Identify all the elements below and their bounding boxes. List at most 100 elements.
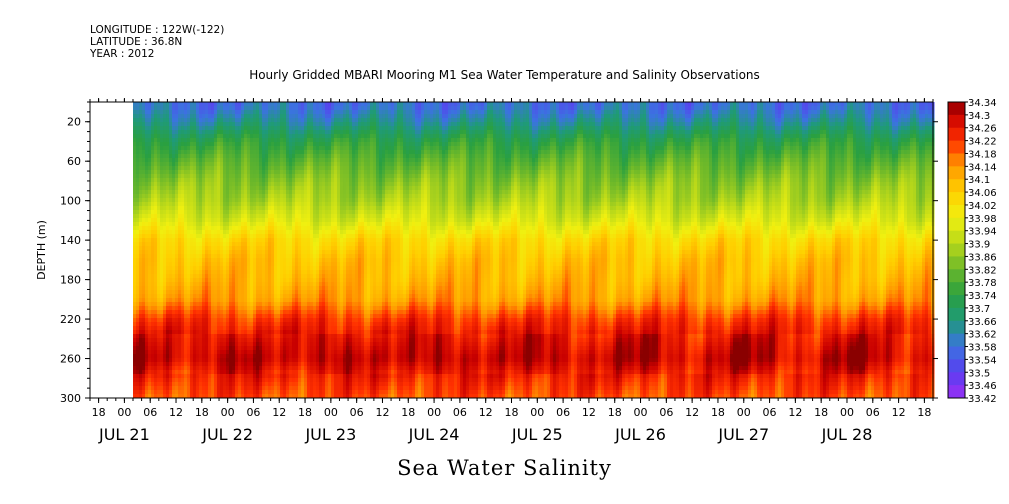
heatmap-cell — [226, 330, 230, 335]
heatmap-cell — [256, 390, 260, 395]
heatmap-cell — [262, 242, 266, 247]
heatmap-cell — [331, 362, 335, 367]
heatmap-cell — [196, 298, 200, 303]
heatmap-cell — [169, 198, 173, 203]
heatmap-cell — [148, 378, 152, 383]
heatmap-cell — [145, 194, 149, 199]
heatmap-cell — [247, 378, 251, 383]
heatmap-cell — [235, 194, 239, 199]
heatmap-cell — [274, 106, 278, 111]
heatmap-cell — [163, 214, 167, 219]
heatmap-cell — [208, 322, 212, 327]
heatmap-cell — [298, 354, 302, 359]
heatmap-cell — [250, 358, 254, 363]
heatmap-cell — [232, 198, 236, 203]
heatmap-cell — [244, 150, 248, 155]
heatmap-cell — [214, 210, 218, 215]
heatmap-cell — [280, 250, 284, 255]
heatmap-cell — [286, 210, 290, 215]
heatmap-cell — [235, 222, 239, 227]
heatmap-cell — [265, 166, 269, 171]
heatmap-cell — [193, 262, 197, 267]
heatmap-cell — [199, 182, 203, 187]
heatmap-cell — [142, 110, 146, 115]
heatmap-cell — [205, 110, 209, 115]
heatmap-cell — [226, 382, 230, 387]
heatmap-cell — [265, 270, 269, 275]
heatmap-cell — [172, 198, 176, 203]
heatmap-cell — [325, 226, 329, 231]
heatmap-cell — [139, 238, 143, 243]
heatmap-cell — [223, 158, 227, 163]
heatmap-cell — [136, 298, 140, 303]
heatmap-cell — [172, 290, 176, 295]
heatmap-cell — [328, 198, 332, 203]
heatmap-cell — [166, 130, 170, 135]
heatmap-cell — [166, 122, 170, 127]
heatmap-cell — [187, 142, 191, 147]
heatmap-cell — [151, 386, 155, 391]
heatmap-cell — [211, 342, 215, 347]
heatmap-cell — [217, 354, 221, 359]
heatmap-cell — [133, 158, 137, 163]
heatmap-cell — [286, 394, 290, 399]
heatmap-cell — [217, 182, 221, 187]
heatmap-cell — [253, 230, 257, 235]
heatmap-cell — [244, 314, 248, 319]
heatmap-cell — [319, 214, 323, 219]
heatmap-cell — [211, 382, 215, 387]
heatmap-cell — [325, 214, 329, 219]
heatmap-cell — [280, 194, 284, 199]
heatmap-cell — [160, 342, 164, 347]
heatmap-cell — [208, 162, 212, 167]
heatmap-cell — [268, 278, 272, 283]
heatmap-cell — [160, 250, 164, 255]
heatmap-cell — [301, 250, 305, 255]
heatmap-cell — [223, 198, 227, 203]
heatmap-cell — [277, 234, 281, 239]
heatmap-cell — [292, 250, 296, 255]
heatmap-cell — [202, 394, 206, 399]
heatmap-cell — [163, 298, 167, 303]
heatmap-cell — [148, 322, 152, 327]
heatmap-cell — [295, 266, 299, 271]
heatmap-cell — [319, 294, 323, 299]
heatmap-cell — [160, 266, 164, 271]
heatmap-cell — [289, 134, 293, 139]
heatmap-cell — [271, 186, 275, 191]
heatmap-cell — [214, 126, 218, 131]
heatmap-cell — [157, 370, 161, 375]
heatmap-cell — [169, 222, 173, 227]
heatmap-cell — [151, 242, 155, 247]
heatmap-cell — [289, 366, 293, 371]
heatmap-cell — [274, 230, 278, 235]
heatmap-cell — [196, 362, 200, 367]
heatmap-cell — [199, 102, 203, 107]
heatmap-cell — [328, 134, 332, 139]
heatmap-cell — [142, 282, 146, 287]
heatmap-cell — [181, 322, 185, 327]
heatmap-cell — [289, 314, 293, 319]
heatmap-cell — [238, 330, 242, 335]
heatmap-cell — [304, 334, 308, 339]
heatmap-cell — [244, 186, 248, 191]
heatmap-cell — [220, 354, 224, 359]
heatmap-cell — [205, 382, 209, 387]
heatmap-cell — [139, 142, 143, 147]
heatmap-cell — [172, 166, 176, 171]
heatmap-cell — [322, 138, 326, 143]
heatmap-cell — [184, 354, 188, 359]
heatmap-cell — [265, 154, 269, 159]
heatmap-cell — [283, 106, 287, 111]
heatmap-cell — [172, 246, 176, 251]
heatmap-cell — [184, 382, 188, 387]
heatmap-cell — [316, 306, 320, 311]
heatmap-cell — [196, 262, 200, 267]
heatmap-cell — [175, 394, 179, 399]
heatmap-cell — [319, 182, 323, 187]
heatmap-cell — [334, 150, 338, 155]
heatmap-cell — [202, 390, 206, 395]
heatmap-cell — [304, 158, 308, 163]
heatmap-cell — [154, 286, 158, 291]
heatmap-cell — [148, 318, 152, 323]
